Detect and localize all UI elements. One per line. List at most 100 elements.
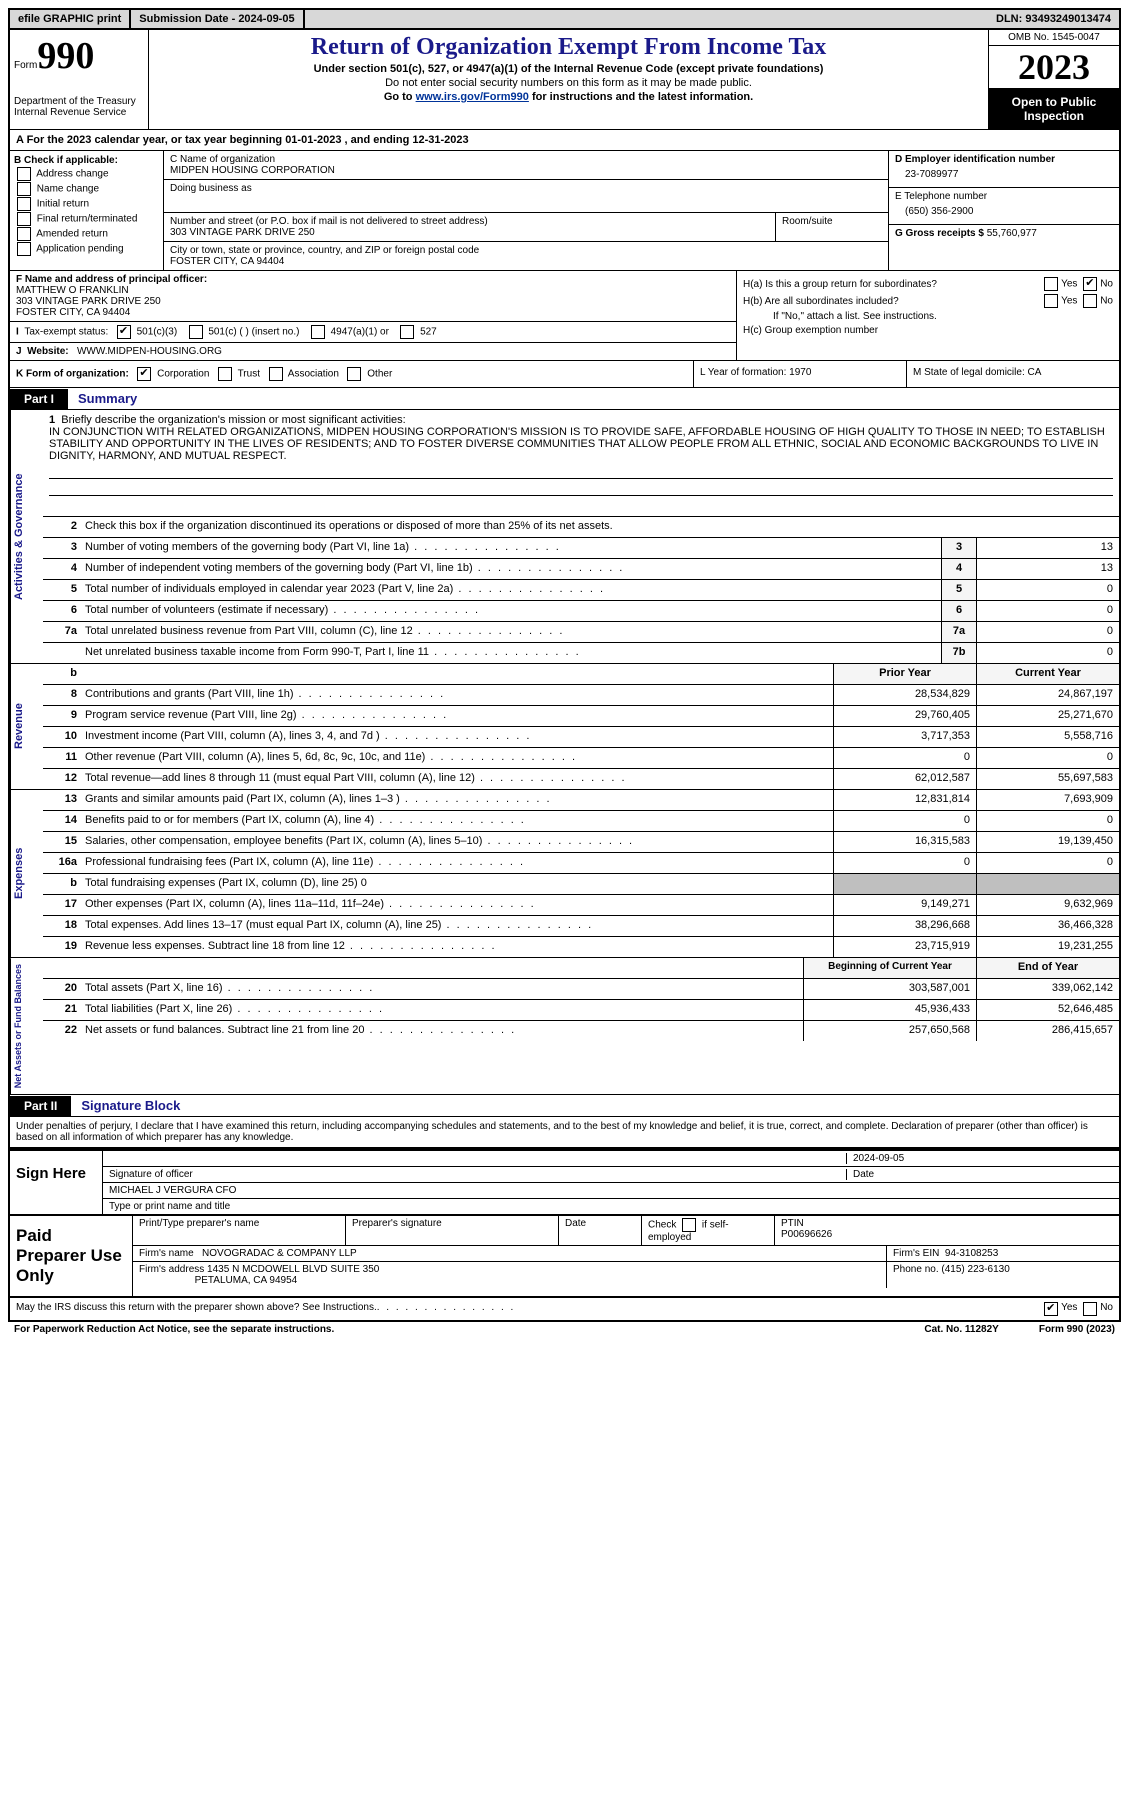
ein-label: D Employer identification number (895, 154, 1113, 165)
col-b-header: B Check if applicable: (14, 155, 159, 166)
gross-value: 55,760,977 (987, 228, 1037, 239)
exp-row: bTotal fundraising expenses (Part IX, co… (43, 874, 1119, 895)
chk-self-emp[interactable] (682, 1218, 696, 1232)
phone-label: E Telephone number (895, 191, 1113, 202)
exp-row: 17Other expenses (Part IX, column (A), l… (43, 895, 1119, 916)
klm-row: K Form of organization: Corporation Trus… (10, 361, 1119, 388)
city-value: FOSTER CITY, CA 94404 (170, 256, 882, 267)
chk-address-change[interactable]: Address change (14, 167, 159, 181)
revenue-section: Revenue b Prior Year Current Year 8Contr… (10, 664, 1119, 790)
prep-sig-hdr: Preparer's signature (346, 1216, 559, 1245)
header-bar: efile GRAPHIC print Submission Date - 20… (8, 8, 1121, 30)
hb-label: H(b) Are all subordinates included? (743, 296, 899, 307)
year-column: OMB No. 1545-0047 2023 Open to Public In… (989, 30, 1119, 129)
ha-label: H(a) Is this a group return for subordin… (743, 279, 937, 290)
column-c: C Name of organization MIDPEN HOUSING CO… (164, 151, 889, 270)
goto-suffix: for instructions and the latest informat… (529, 91, 753, 103)
footer-row: For Paperwork Reduction Act Notice, see … (8, 1322, 1121, 1337)
hb-yes[interactable] (1044, 294, 1058, 308)
ha-yes[interactable] (1044, 277, 1058, 291)
gov-row: 3Number of voting members of the governi… (43, 538, 1119, 559)
chk-amended[interactable]: Amended return (14, 227, 159, 241)
subtitle-1: Under section 501(c), 527, or 4947(a)(1)… (157, 63, 980, 75)
form-title: Return of Organization Exempt From Incom… (157, 34, 980, 61)
rev-row: 11Other revenue (Part VIII, column (A), … (43, 748, 1119, 769)
org-name-cell: C Name of organization MIDPEN HOUSING CO… (164, 151, 888, 180)
exp-row: 19Revenue less expenses. Subtract line 1… (43, 937, 1119, 957)
net-row: 22Net assets or fund balances. Subtract … (43, 1021, 1119, 1041)
chk-name-change[interactable]: Name change (14, 182, 159, 196)
instructions-link[interactable]: www.irs.gov/Form990 (416, 91, 529, 103)
city-cell: City or town, state or province, country… (164, 242, 888, 270)
dba-label: Doing business as (170, 183, 882, 194)
part1-tag: Part I (10, 389, 68, 409)
officer-label: F Name and address of principal officer: (16, 274, 730, 285)
form-number: 990 (37, 35, 94, 77)
pra-notice: For Paperwork Reduction Act Notice, see … (14, 1324, 334, 1335)
state-domicile: M State of legal domicile: CA (907, 361, 1119, 387)
part2-tag: Part II (10, 1096, 71, 1116)
officer-name-title: MICHAEL J VERGURA CFO (109, 1185, 236, 1196)
chk-501c[interactable] (189, 325, 203, 339)
sig-officer-label: Signature of officer (109, 1169, 846, 1180)
chk-trust[interactable] (218, 367, 232, 381)
net-header-row: Beginning of Current Year End of Year (43, 958, 1119, 979)
gov-row: 4Number of independent voting members of… (43, 559, 1119, 580)
dept-label: Department of the Treasury Internal Reve… (14, 96, 144, 118)
sign-here-label: Sign Here (10, 1151, 103, 1214)
addr-cell: Number and street (or P.O. box if mail i… (164, 213, 888, 242)
preparer-block: Paid Preparer Use Only Print/Type prepar… (8, 1215, 1121, 1298)
form-label: Form (14, 60, 37, 71)
net-row: 20Total assets (Part X, line 16)303,587,… (43, 979, 1119, 1000)
discuss-yes[interactable] (1044, 1302, 1058, 1316)
part1-title: Summary (68, 388, 147, 409)
chk-initial-return[interactable]: Initial return (14, 197, 159, 211)
form-container: Form990 Department of the Treasury Inter… (8, 30, 1121, 1150)
chk-final-return[interactable]: Final return/terminated (14, 212, 159, 226)
mission-box: 1 Briefly describe the organization's mi… (43, 410, 1119, 517)
tax-status-label: Tax-exempt status: (24, 327, 108, 338)
rev-row: 8Contributions and grants (Part VIII, li… (43, 685, 1119, 706)
prior-year-hdr: Prior Year (833, 664, 976, 684)
officer-addr2: FOSTER CITY, CA 94404 (16, 307, 730, 318)
officer-name: MATTHEW O FRANKLIN (16, 285, 730, 296)
chk-other[interactable] (347, 367, 361, 381)
omb-number: OMB No. 1545-0047 (989, 30, 1119, 46)
submission-date: Submission Date - 2024-09-05 (131, 10, 304, 28)
discuss-no[interactable] (1083, 1302, 1097, 1316)
net-vtab: Net Assets or Fund Balances (10, 958, 43, 1094)
chk-corp[interactable] (137, 367, 151, 381)
exp-row: 18Total expenses. Add lines 13–17 (must … (43, 916, 1119, 937)
chk-app-pending[interactable]: Application pending (14, 242, 159, 256)
officer-cell: F Name and address of principal officer:… (10, 271, 736, 322)
discuss-row: May the IRS discuss this return with the… (8, 1298, 1121, 1322)
title-column: Return of Organization Exempt From Incom… (149, 30, 989, 129)
gov-row: Net unrelated business taxable income fr… (43, 643, 1119, 663)
penalty-text: Under penalties of perjury, I declare th… (10, 1117, 1119, 1148)
dln: DLN: 93493249013474 (988, 10, 1119, 28)
firm-addr-cell: Firm's address 1435 N MCDOWELL BLVD SUIT… (133, 1262, 887, 1288)
prep-self-emp: Check if self-employed (642, 1216, 775, 1245)
column-b: B Check if applicable: Address change Na… (10, 151, 164, 270)
type-name-label: Type or print name and title (109, 1201, 230, 1212)
firm-name-cell: Firm's name NOVOGRADAC & COMPANY LLP (133, 1246, 887, 1261)
current-year-hdr: Current Year (976, 664, 1119, 684)
year-formation: L Year of formation: 1970 (694, 361, 907, 387)
preparer-left-label: Paid Preparer Use Only (10, 1216, 133, 1296)
prep-date-hdr: Date (559, 1216, 642, 1245)
ha-no[interactable] (1083, 277, 1097, 291)
tax-year: 2023 (989, 46, 1119, 89)
hb-no[interactable] (1083, 294, 1097, 308)
chk-527[interactable] (400, 325, 414, 339)
city-label: City or town, state or province, country… (170, 245, 882, 256)
addr-label: Number and street (or P.O. box if mail i… (170, 216, 769, 227)
addr-value: 303 VINTAGE PARK DRIVE 250 (170, 227, 769, 238)
exp-row: 14Benefits paid to or for members (Part … (43, 811, 1119, 832)
net-row: 21Total liabilities (Part X, line 26)45,… (43, 1000, 1119, 1021)
chk-501c3[interactable] (117, 325, 131, 339)
website-value: WWW.MIDPEN-HOUSING.ORG (77, 346, 222, 357)
chk-assoc[interactable] (269, 367, 283, 381)
gov-row: 7aTotal unrelated business revenue from … (43, 622, 1119, 643)
chk-4947[interactable] (311, 325, 325, 339)
governance-section: Activities & Governance 1 Briefly descri… (10, 410, 1119, 664)
